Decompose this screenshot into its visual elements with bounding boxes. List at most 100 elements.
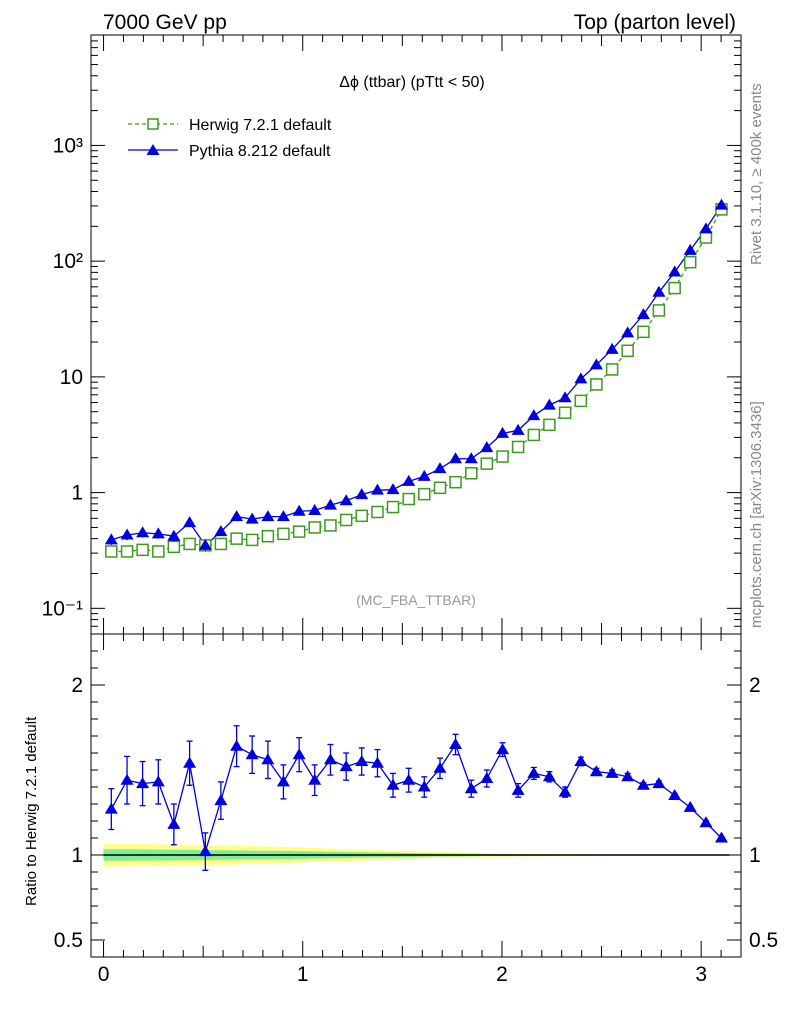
- ratio-pythia-point: [714, 831, 728, 843]
- legend-pythia-marker: [128, 144, 178, 155]
- ratio-pythia-point: [230, 739, 244, 751]
- ratio-pythia-point: [574, 755, 588, 766]
- pythia-point: [714, 198, 728, 210]
- pythia-point: [214, 525, 228, 537]
- herwig-point: [324, 519, 337, 532]
- herwig-point: [527, 428, 541, 442]
- pythia-point: [136, 526, 150, 538]
- pythia-point: [402, 474, 416, 486]
- herwig-point: [449, 475, 462, 489]
- pythia-point: [636, 308, 650, 320]
- herwig-point: [339, 513, 353, 527]
- pythia-point: [574, 372, 588, 384]
- pythia-point: [558, 391, 572, 403]
- herwig-point: [136, 543, 149, 557]
- pythia-point: [527, 409, 541, 421]
- header-left: 7000 GeV pp: [103, 11, 227, 34]
- herwig-point: [245, 533, 259, 547]
- herwig-point: [480, 457, 494, 470]
- ratio-data-layer: [103, 725, 730, 871]
- herwig-point: [590, 378, 603, 391]
- ratio-pythia-point: [261, 753, 275, 765]
- pythia-point: [370, 483, 384, 495]
- main-ytick-label: 10: [60, 366, 83, 389]
- main-ytick-label: 10²: [53, 250, 83, 273]
- rivet-label: Rivet 3.1.10, ≥ 400k events: [748, 83, 765, 265]
- ratio-pythia-point: [198, 845, 212, 857]
- pythia-point: [308, 504, 322, 516]
- ratio-pythia-point: [668, 789, 682, 800]
- ratio-pythia-point: [355, 755, 369, 766]
- herwig-point: [214, 537, 228, 551]
- ratio-pythia-point: [605, 766, 619, 778]
- pythia-point: [183, 516, 197, 528]
- main-ytick-label: 10⁻¹: [42, 597, 83, 620]
- main-ytick-label: 10³: [53, 134, 83, 157]
- herwig-point: [183, 537, 196, 551]
- ratio-ytick-label-left: 0.5: [54, 929, 83, 952]
- herwig-point: [402, 492, 415, 506]
- pythia-point: [386, 483, 400, 495]
- herwig-point: [277, 527, 290, 541]
- ratio-pythia-point: [542, 770, 556, 782]
- herwig-point: [621, 344, 634, 358]
- ratio-pythia-point: [120, 773, 134, 785]
- ratio-pythia-point: [652, 777, 666, 789]
- herwig-point: [605, 363, 619, 376]
- herwig-point: [355, 509, 368, 523]
- herwig-point: [308, 521, 321, 534]
- ratio-frame: [90, 633, 742, 958]
- herwig-point: [496, 450, 509, 463]
- ratio-pythia-point: [417, 780, 431, 792]
- ratio-ytick-label-right: 2: [749, 674, 761, 697]
- pythia-point: [449, 452, 463, 464]
- pythia-point: [683, 243, 697, 255]
- pythia-point: [167, 529, 181, 541]
- ratio-axis-ticks: 0 1 2 3 0.5 0.5 1 1 2 2: [54, 633, 778, 986]
- main-axis-ticks: 10⁻¹ 1 10 10² 10³: [42, 34, 742, 635]
- ratio-pythia-point: [214, 794, 228, 806]
- ratio-pythia-point: [402, 773, 416, 785]
- herwig-point: [418, 487, 431, 501]
- herwig-point: [105, 545, 118, 558]
- ratio-pythia-point: [276, 775, 290, 787]
- ratio-pythia-point: [558, 785, 572, 797]
- herwig-point: [699, 231, 713, 244]
- herwig-point: [543, 418, 556, 432]
- ratio-ytick-label-left: 2: [71, 674, 83, 697]
- ratio-pythia-point: [339, 760, 353, 772]
- ratio-pythia-point: [104, 802, 118, 814]
- pythia-point: [261, 510, 275, 522]
- herwig-point: [574, 394, 588, 408]
- ratio-pythia-point: [621, 770, 635, 782]
- pythia-point: [433, 462, 447, 474]
- ratio-pythia-point: [589, 765, 603, 777]
- ratio-pythia-point: [151, 775, 165, 787]
- ratio-pythia-point: [136, 777, 150, 789]
- herwig-point: [683, 255, 697, 269]
- ratio-pythia-point: [433, 761, 447, 773]
- herwig-line: [111, 209, 723, 553]
- ratio-xtick-label: 1: [297, 963, 309, 986]
- pythia-point: [355, 488, 369, 500]
- ratio-pythia-point: [308, 773, 322, 785]
- pythia-point: [120, 528, 134, 540]
- herwig-point: [511, 440, 525, 454]
- main-data-layer: [104, 198, 728, 558]
- ratio-pythia-point: [245, 748, 259, 760]
- ratio-pythia-point: [527, 766, 541, 778]
- ratio-pythia-point: [370, 756, 384, 768]
- herwig-point: [433, 481, 447, 495]
- legend-herwig-marker: [128, 118, 178, 130]
- ratio-pythia-point: [480, 772, 494, 783]
- ratio-ytick-label-right: 1: [749, 844, 761, 867]
- ratio-pythia-point: [464, 782, 478, 794]
- pythia-point: [292, 504, 306, 516]
- legend: Herwig 7.2.1 default Pythia 8.212 defaul…: [128, 117, 332, 160]
- ratio-ylabel: Ratio to Herwig 7.2.1 default: [23, 716, 40, 906]
- pythia-point: [480, 441, 494, 453]
- ratio-pythia-point: [511, 783, 525, 795]
- herwig-point: [465, 466, 478, 480]
- pythia-point: [621, 326, 635, 338]
- pythia-point: [605, 342, 619, 354]
